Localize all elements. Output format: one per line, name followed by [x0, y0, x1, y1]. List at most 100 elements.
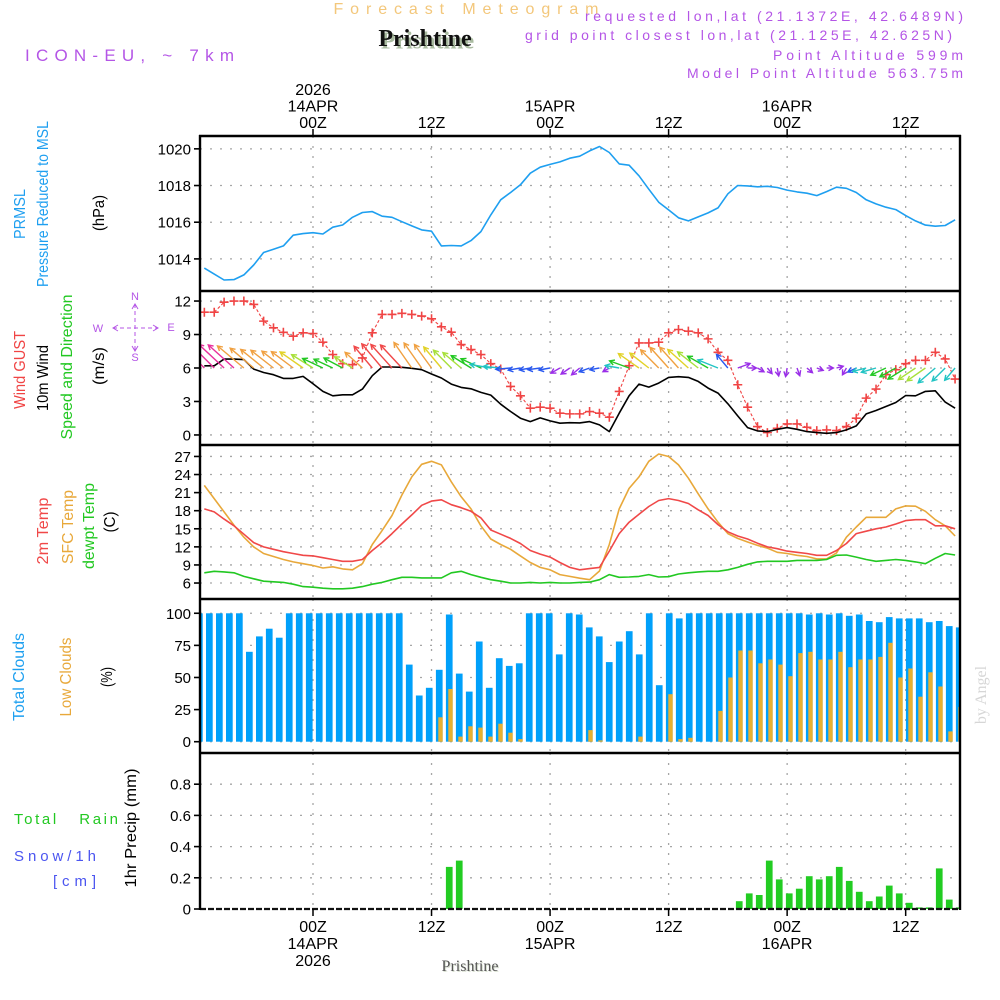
- y-tick-label: 0.6: [170, 808, 191, 825]
- total-clouds-bar: [246, 651, 253, 742]
- low-clouds-bar: [918, 696, 923, 742]
- wind-arrow: [676, 351, 699, 369]
- wind-arrowhead-icon: [344, 351, 351, 358]
- total-rain-bar: [855, 891, 863, 909]
- wind-gust-marker: [723, 355, 733, 365]
- low-clouds-bar: [718, 710, 723, 742]
- wind-arrowhead-icon: [783, 371, 790, 379]
- wind-arrow: [369, 343, 393, 369]
- total-clouds-bar: [505, 665, 513, 742]
- wind-arrow: [747, 364, 758, 372]
- wind-arrowhead-icon: [795, 370, 802, 378]
- wind-arrow-shaft: [313, 358, 334, 369]
- wind-arrow-shaft: [353, 345, 373, 369]
- y-tick-label: 75: [174, 638, 191, 655]
- wind-gust-marker: [693, 328, 703, 338]
- wind-arrow-shaft: [519, 367, 531, 371]
- ylabel-1hr-precip: 1hr Precip (mm): [123, 769, 140, 888]
- wind-arrow: [494, 365, 511, 373]
- wind-gust-marker: [545, 403, 555, 413]
- low-clouds-bar: [798, 653, 803, 742]
- wind-gust-marker: [753, 422, 763, 432]
- total-rain-bar: [785, 893, 793, 909]
- wind-arrowhead-icon: [603, 363, 611, 370]
- legend-total-rain: Total Rain: [14, 811, 118, 828]
- wind-gust-marker: [664, 328, 674, 338]
- total-rain-bar: [865, 901, 873, 909]
- wind-gust-marker: [229, 296, 239, 306]
- wind-arrow: [886, 367, 907, 380]
- wind-arrow-shaft: [433, 349, 452, 369]
- wind-gust-marker: [792, 419, 802, 429]
- low-clouds-bar: [878, 656, 883, 742]
- wind-arrow-shaft: [291, 354, 314, 369]
- wind-arrow: [353, 345, 373, 369]
- wind-arrowhead-icon: [715, 353, 722, 360]
- wind-gust-marker: [436, 322, 446, 332]
- wind-gust-marker: [644, 338, 654, 348]
- wind-arrow-shaft: [442, 352, 462, 369]
- legend-snow-unit: [cm]: [53, 873, 96, 890]
- wind-arrow-shaft: [629, 352, 650, 369]
- wind-gust-marker: [476, 350, 486, 360]
- wind-arrow-shaft: [609, 360, 630, 369]
- wind-arrowhead-icon: [526, 365, 534, 373]
- compass-arrowheads-icon: [112, 303, 159, 352]
- low-clouds-bar: [638, 736, 643, 742]
- low-clouds-bar: [508, 732, 513, 742]
- wind-arrow-shaft: [250, 349, 274, 369]
- total-clouds-bar: [325, 613, 333, 742]
- wind-arrowhead-icon: [449, 354, 457, 361]
- low-clouds-bar: [938, 686, 943, 742]
- wind-gust-marker: [861, 393, 871, 403]
- total-rain-bar: [905, 902, 913, 909]
- wind-arrow: [441, 351, 462, 369]
- total-clouds-bar: [565, 613, 573, 742]
- wind-arrow-shaft: [344, 351, 363, 369]
- wind-gust-marker: [417, 311, 427, 321]
- wind-arrow: [639, 348, 660, 369]
- wind-arrow: [841, 367, 848, 377]
- wind-arrow-shaft: [944, 367, 956, 381]
- wind-arrow-shaft: [917, 367, 936, 384]
- wind-arrowhead-icon: [270, 350, 278, 357]
- total-clouds-bar: [625, 631, 633, 742]
- wind-gust-marker: [683, 326, 693, 336]
- low-clouds-bar: [518, 739, 523, 742]
- wind-arrow-shaft: [649, 346, 670, 369]
- wind-arrow: [649, 346, 670, 369]
- x-tick-label-bottom: 00Z: [536, 919, 564, 936]
- wind-arrow: [878, 367, 897, 378]
- wind-arrow: [588, 365, 600, 373]
- total-clouds-bar: [715, 613, 723, 742]
- low-clouds-bar: [898, 677, 903, 742]
- wind-gust-marker: [209, 307, 219, 317]
- wind-arrow: [517, 365, 531, 373]
- wind-arrow: [239, 348, 265, 369]
- total-rain-bar: [755, 895, 763, 909]
- ylabel-2m-temp: 2m Temp: [35, 497, 52, 564]
- grid-point-coords: grid point closest lon,lat (21.125E, 42.…: [525, 27, 952, 43]
- total-rain-bar: [815, 879, 823, 909]
- wind-arrowhead-icon: [869, 370, 877, 377]
- wind-arrowhead-icon: [601, 366, 609, 373]
- wind-arrowhead-icon: [249, 349, 257, 356]
- wind-gust-marker: [515, 391, 525, 401]
- low-clouds-bar: [488, 736, 493, 742]
- wind-gust-marker: [871, 384, 881, 394]
- total-clouds-bar: [915, 618, 923, 742]
- wind-arrow-shaft: [677, 351, 699, 369]
- x-tick-label-bottom: 16APR: [762, 936, 813, 953]
- wind-arrow-shaft: [323, 357, 343, 369]
- wind-arrowhead-icon: [468, 361, 476, 369]
- low-clouds-bar: [758, 663, 763, 742]
- low-clouds-bar: [888, 642, 893, 742]
- wind-arrow: [413, 343, 433, 369]
- wind-gust-marker: [673, 325, 683, 334]
- total-rain-bar: [845, 880, 853, 909]
- wind-arrowhead-icon: [774, 370, 782, 378]
- total-clouds-bar: [645, 613, 653, 742]
- wind-arrowhead-icon: [878, 371, 886, 378]
- wind-arrow-shaft: [370, 344, 393, 369]
- wind-gust-marker: [614, 386, 624, 396]
